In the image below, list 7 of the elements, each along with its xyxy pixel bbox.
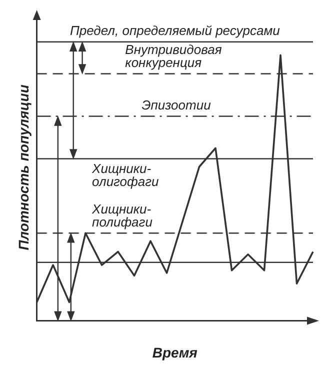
ref-line-label: Хищники-полифаги [91,201,152,230]
ref-line-label: Внутривидовая конкуренция [125,42,222,70]
y-axis-title: Плотность популяции [15,84,32,250]
x-axis-title: Время [152,344,198,360]
ref-line-label: Предел, определяемый ресурсами [70,23,280,38]
ref-line-label: Эпизоотии [142,97,211,112]
ref-line-label: Хищники-олигофаги [91,160,159,189]
